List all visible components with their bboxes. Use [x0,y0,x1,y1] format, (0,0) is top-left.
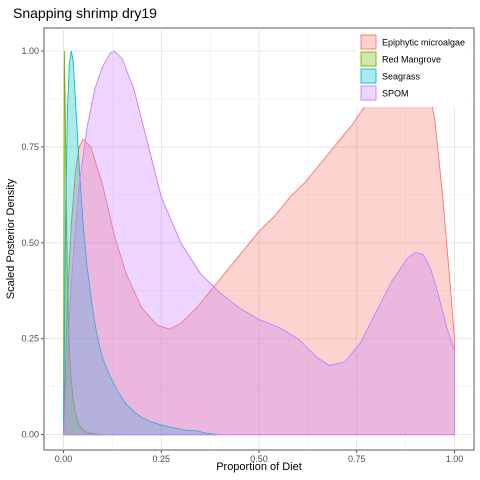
legend-label-red-mangrove: Red Mangrove [382,55,441,65]
x-axis-label: Proportion of Diet [216,461,302,473]
x-tick-label: 0.75 [348,454,366,464]
x-tick-label: 1.00 [446,454,464,464]
x-tick-label: 0.00 [55,454,73,464]
legend-label-seagrass: Seagrass [382,72,421,82]
legend: Epiphytic microalgae Red Mangrove Seagrass… [356,31,471,107]
y-axis-ticks: 0.00 0.25 0.50 0.75 1.00 [21,46,44,440]
legend-label-epiphytic-microalgae: Epiphytic microalgae [382,38,465,48]
density-area-red-mangrove [63,51,103,436]
y-tick-label: 0.00 [21,430,39,440]
y-tick-label: 0.50 [21,238,39,248]
x-tick-label: 0.25 [153,454,171,464]
density-area-spom [63,50,455,436]
y-tick-label: 0.75 [21,142,39,152]
chart-title: Snapping shrimp dry19 [13,5,157,21]
y-tick-label: 0.25 [21,334,39,344]
y-tick-label: 1.00 [21,46,39,56]
legend-swatch-seagrass [360,68,377,84]
density-area-seagrass [63,50,220,436]
legend-swatch-spom [360,85,377,101]
legend-swatch-epiphytic-microalgae [360,34,377,50]
x-tick-label: 0.50 [250,454,268,464]
y-axis-label: Scaled Posterior Density [5,178,17,299]
legend-label-spom: SPOM [382,89,409,99]
legend-swatch-red-mangrove [360,51,377,67]
x-axis-ticks: 0.00 0.25 0.50 0.75 1.00 [55,450,463,464]
